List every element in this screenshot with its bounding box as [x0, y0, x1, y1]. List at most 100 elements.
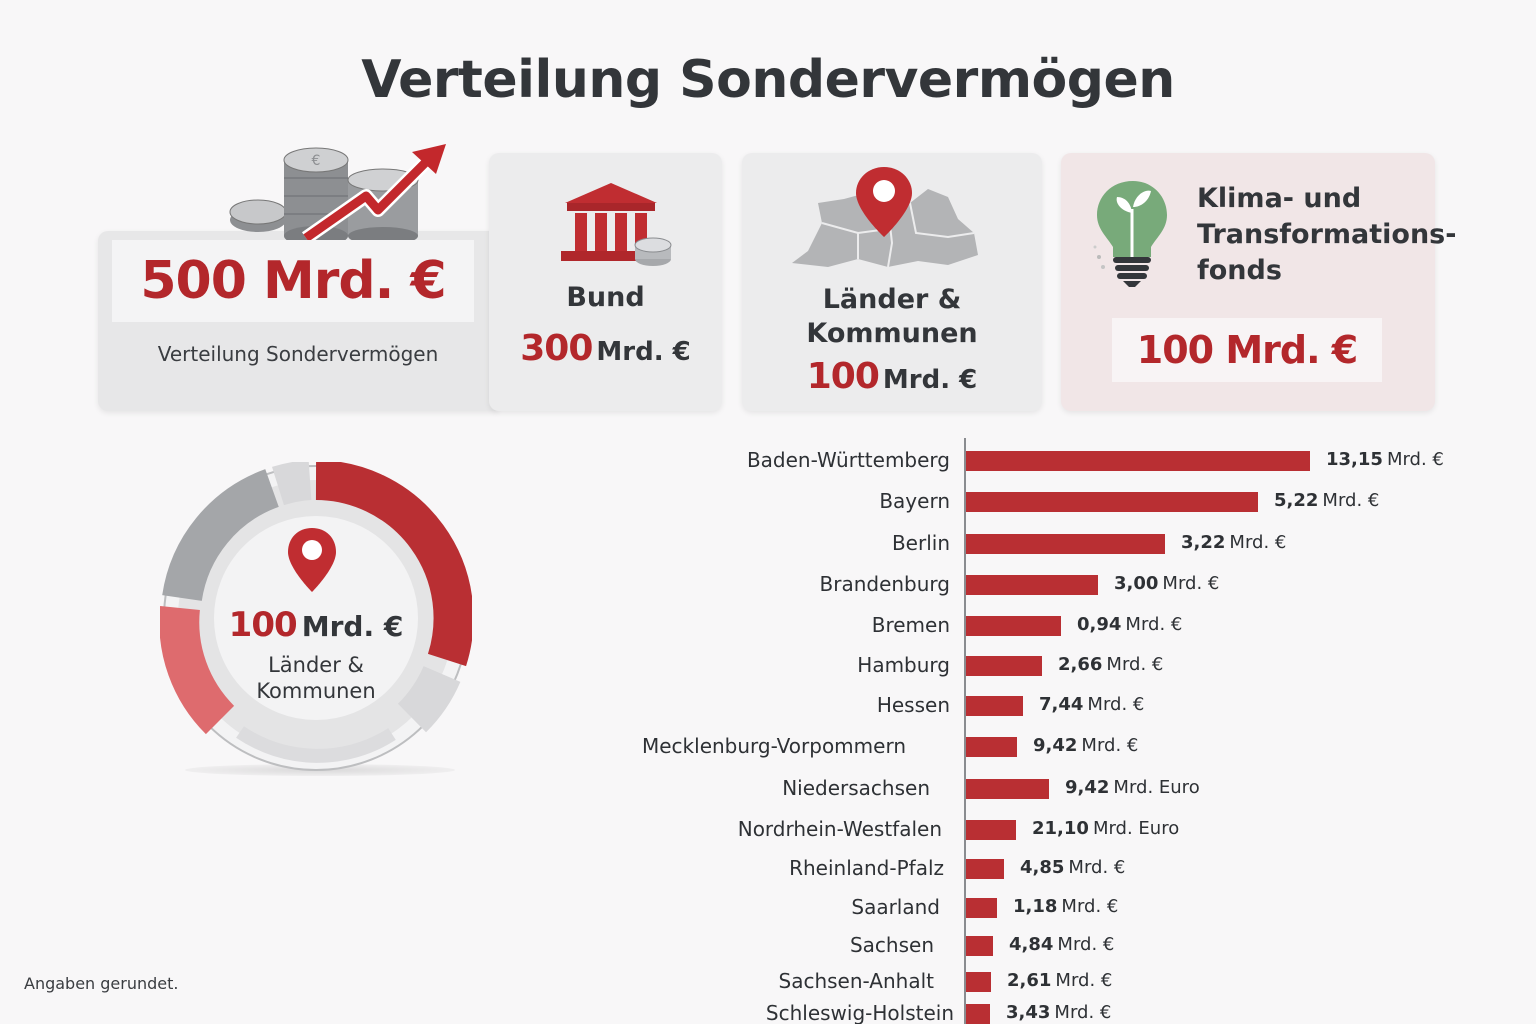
klima-value-box: 100 Mrd. € [1112, 318, 1382, 382]
bar-value-label: 5,22 Mrd. € [1274, 490, 1379, 511]
coins-rising-arrow-icon: € [229, 144, 446, 246]
bar-label: Hamburg [857, 653, 950, 677]
bar-value-unit: Mrd. € [1054, 1002, 1112, 1023]
bar-value-label: 9,42 Mrd. € [1033, 735, 1138, 756]
total-label: Verteilung Sondervermögen [157, 342, 439, 366]
bar-value-label: 7,44 Mrd. € [1039, 694, 1144, 715]
bar-value-number: 9,42 [1033, 735, 1078, 756]
klima-title: Klima- und Transformations- fonds [1197, 181, 1456, 289]
bund-heading: Bund [566, 282, 645, 313]
bar-row: Rheinland-Pfalz 4,85 Mrd. € [0, 856, 1536, 881]
svg-text:€: € [312, 153, 321, 169]
bar-label: Saarland [851, 895, 940, 919]
bar-label: Rheinland-Pfalz [789, 856, 944, 880]
laender-amount: 100 Mrd. € [742, 357, 1042, 403]
klima-title-line3: fonds [1197, 255, 1282, 286]
bar-label: Bremen [871, 613, 950, 637]
bar-value-label: 4,84 Mrd. € [1009, 934, 1114, 955]
bar-value-unit: Mrd. € [1229, 532, 1287, 553]
bund-card: Bund 300 Mrd. € [489, 153, 722, 411]
bar-value-unit: Mrd. Euro [1113, 777, 1200, 798]
bund-amount-unit: Mrd. € [596, 337, 691, 367]
bar-value-number: 7,44 [1039, 694, 1084, 715]
bar-row: Hamburg 2,66 Mrd. € [0, 653, 1536, 678]
klima-title-line2: Transformations- [1197, 219, 1457, 250]
map-pin-icon [792, 167, 978, 268]
donut-amount: 100 Mrd. € [160, 605, 472, 645]
bar-row: Bayern 5,22 Mrd. € [0, 489, 1536, 514]
bar-row: Nordrhein-Westfalen 21,10 Mrd. Euro [0, 817, 1536, 842]
donut-label-line2: Kommunen [256, 679, 376, 703]
bar [966, 779, 1049, 799]
bar-value-number: 3,00 [1114, 573, 1159, 594]
bar-row: Mecklenburg-Vorpommern 9,42 Mrd. € [0, 734, 1536, 759]
bar-chart-axis [964, 438, 966, 1024]
klima-value: 100 Mrd. € [1136, 328, 1358, 372]
bar-value-number: 3,43 [1006, 1002, 1051, 1023]
bar-value-unit: Mrd. € [1055, 970, 1113, 991]
bar [966, 575, 1098, 595]
bar [966, 656, 1042, 676]
bar-row: Niedersachsen 9,42 Mrd. Euro [0, 776, 1536, 801]
klima-card: Klima- und Transformations- fonds 100 Mr… [1061, 153, 1456, 411]
bar-row: Bremen 0,94 Mrd. € [0, 613, 1536, 638]
bar-value-unit: Mrd. € [1106, 654, 1164, 675]
bar-value-number: 13,15 [1326, 449, 1383, 470]
bar [966, 451, 1310, 471]
bund-amount-number: 300 [520, 328, 593, 369]
bar-row: Saarland 1,18 Mrd. € [0, 895, 1536, 920]
bar-label: Hessen [876, 693, 950, 717]
bar [966, 820, 1016, 840]
bar-value-unit: Mrd. € [1162, 573, 1220, 594]
bar-row: Hessen 7,44 Mrd. € [0, 693, 1536, 718]
footnote: Angaben gerundet. [24, 974, 179, 993]
bar-value-label: 2,61 Mrd. € [1007, 970, 1112, 991]
page-title: Verteilung Sondervermögen [361, 50, 1175, 110]
bar-value-number: 4,85 [1020, 857, 1065, 878]
bar-value-number: 2,66 [1058, 654, 1103, 675]
government-building-icon [561, 183, 672, 266]
bar-value-number: 21,10 [1032, 818, 1089, 839]
bar [966, 898, 997, 918]
donut-amount-unit: Mrd. € [301, 610, 404, 643]
bar-value-unit: Mrd. Euro [1092, 818, 1180, 839]
bar-row: Schleswig-Holstein 3,43 Mrd. € [0, 1001, 1536, 1024]
bar-label: Sachsen [849, 933, 934, 957]
bar [966, 972, 991, 992]
bar-label: Berlin [891, 531, 950, 555]
bar [966, 492, 1258, 512]
lightbulb-plant-icon [1093, 181, 1167, 287]
klima-title-line1: Klima- und [1197, 183, 1362, 214]
bar-value-number: 5,22 [1274, 490, 1319, 511]
bar [966, 696, 1023, 716]
bar [966, 1004, 990, 1024]
bar-value-unit: Mrd. € [1068, 857, 1126, 878]
bar-label: Brandenburg [819, 572, 951, 596]
bar-value-number: 2,61 [1007, 970, 1052, 991]
bund-amount: 300 Mrd. € [489, 329, 722, 375]
bar-value-label: 0,94 Mrd. € [1077, 614, 1182, 635]
laender-heading-line2: Kommunen [806, 318, 978, 349]
bar [966, 534, 1165, 554]
bar-value-unit: Mrd. € [1386, 449, 1444, 470]
bar-row: Berlin 3,22 Mrd. € [0, 531, 1536, 556]
bar-value-label: 2,66 Mrd. € [1058, 654, 1163, 675]
bar-label: Niedersachsen [782, 776, 930, 800]
bar-value-unit: Mrd. € [1061, 896, 1119, 917]
total-value-box: 500 Mrd. € [112, 240, 474, 322]
bar-value-number: 3,22 [1181, 532, 1226, 553]
donut-chart: 100 Mrd. € Länder & Kommunen [159, 460, 474, 774]
bar-value-label: 3,43 Mrd. € [1006, 1002, 1111, 1023]
bar-value-label: 3,00 Mrd. € [1114, 573, 1219, 594]
donut-amount-number: 100 [228, 605, 298, 645]
bar-row: Baden-Württemberg 13,15 Mrd. € [0, 448, 1536, 473]
bar [966, 737, 1017, 757]
bar [966, 936, 993, 956]
bar [966, 859, 1004, 879]
bar-value-label: 1,18 Mrd. € [1013, 896, 1118, 917]
bar-value-unit: Mrd. € [1081, 735, 1139, 756]
bar-label: Bayern [879, 489, 950, 513]
bar-value-number: 0,94 [1077, 614, 1122, 635]
laender-card: Länder & Kommunen 100 Mrd. € [742, 153, 1042, 411]
bar-value-label: 3,22 Mrd. € [1181, 532, 1286, 553]
